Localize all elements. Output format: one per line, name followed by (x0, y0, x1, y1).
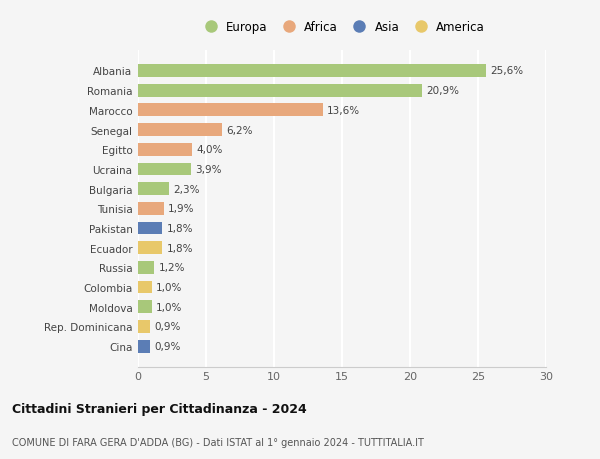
Text: 1,0%: 1,0% (155, 282, 182, 292)
Bar (138, 202, 164, 215)
Bar (138, 222, 163, 235)
Bar (138, 144, 193, 156)
Text: 25,6%: 25,6% (490, 66, 523, 76)
Text: COMUNE DI FARA GERA D'ADDA (BG) - Dati ISTAT al 1° gennaio 2024 - TUTTITALIA.IT: COMUNE DI FARA GERA D'ADDA (BG) - Dati I… (12, 437, 424, 448)
Bar (138, 124, 223, 137)
Text: 0,9%: 0,9% (154, 341, 181, 352)
Bar (138, 84, 422, 97)
Bar (138, 163, 191, 176)
Text: 3,9%: 3,9% (195, 164, 221, 174)
Legend: Europa, Africa, Asia, America: Europa, Africa, Asia, America (197, 18, 487, 36)
Bar (138, 281, 152, 294)
Text: 6,2%: 6,2% (226, 125, 253, 135)
Text: 1,8%: 1,8% (167, 243, 193, 253)
Bar (138, 183, 169, 196)
Bar (138, 242, 163, 255)
Bar (138, 320, 150, 333)
Text: Cittadini Stranieri per Cittadinanza - 2024: Cittadini Stranieri per Cittadinanza - 2… (12, 403, 307, 415)
Text: 2,3%: 2,3% (173, 184, 200, 194)
Text: 1,2%: 1,2% (158, 263, 185, 273)
Text: 1,9%: 1,9% (168, 204, 194, 214)
Text: 0,9%: 0,9% (154, 322, 181, 332)
Bar (138, 301, 152, 313)
Bar (138, 262, 154, 274)
Bar (138, 340, 150, 353)
Bar (138, 65, 486, 78)
Text: 20,9%: 20,9% (427, 86, 460, 96)
Text: 13,6%: 13,6% (327, 106, 360, 116)
Text: 1,8%: 1,8% (167, 224, 193, 234)
Bar (138, 104, 323, 117)
Text: 1,0%: 1,0% (155, 302, 182, 312)
Text: 4,0%: 4,0% (196, 145, 223, 155)
